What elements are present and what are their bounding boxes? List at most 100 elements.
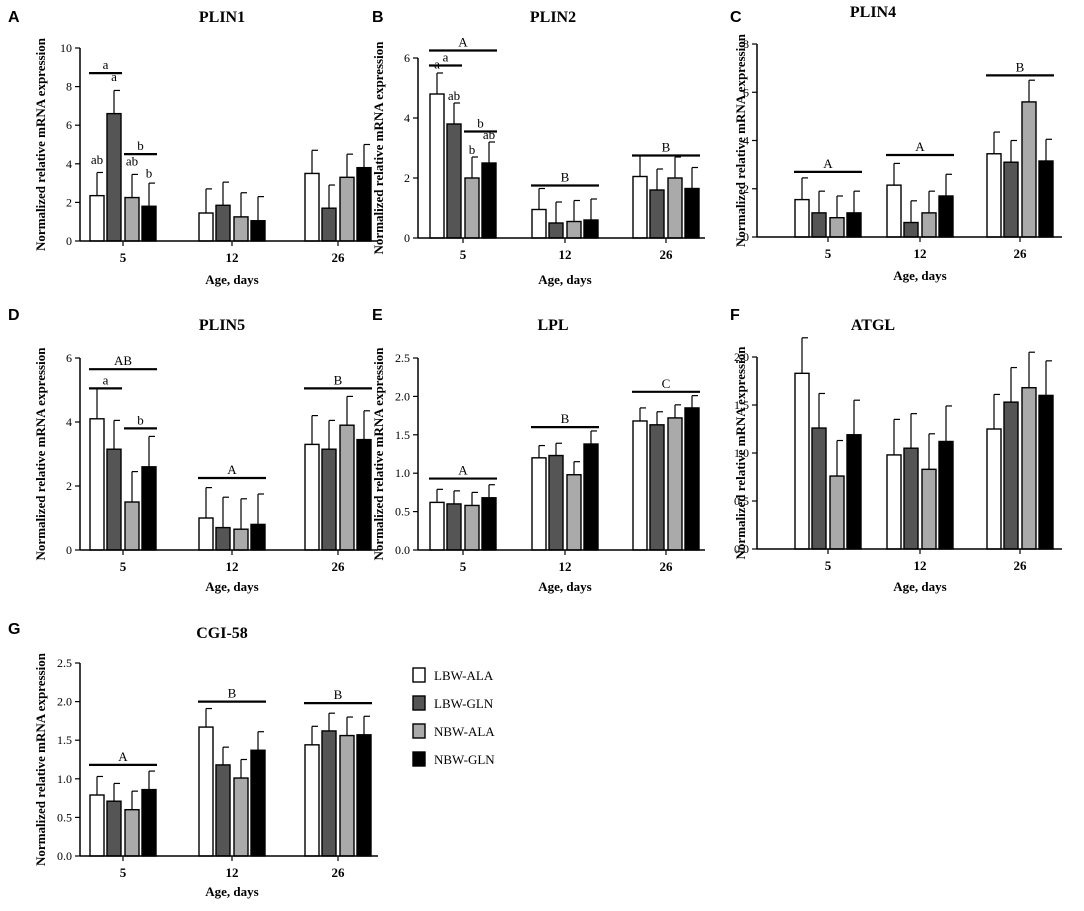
chart-panel-G: G CGI-58 Normalized relative mRNA expressi… [8,621,378,899]
y-tick-label: 0 [66,234,72,248]
bar-nbw-ala [667,417,683,551]
y-tick-label: 6 [404,51,410,65]
bar-nbw-ala [124,196,140,242]
bar-nbw-gln [356,438,372,551]
legend: LBW-ALA LBW-GLN NBW-ALA NBW-GLN [412,667,495,767]
panel-label: C [730,9,742,26]
bar-nbw-gln [141,788,157,857]
bar-nbw-ala [829,475,845,550]
legend-label: LBW-ALA [434,668,494,683]
y-tick-label: 2.0 [57,695,72,709]
bar-lbw-gln [1003,161,1019,238]
x-tick-label: 5 [460,559,467,574]
y-tick-label: 4 [743,134,749,148]
chart-title: LPL [537,317,568,334]
bar-nbw-gln [356,166,372,242]
y-axis-label: Normalized relative mRNA expression [733,346,748,560]
y-tick-label: 4 [66,415,72,429]
y-tick-label: 2 [404,171,410,185]
significance-bracket-label: A [458,35,468,50]
significance-bracket-label: b [477,116,484,131]
bar-nbw-gln [1038,160,1054,238]
x-tick-label: 12 [226,559,239,574]
significance-letter: ab [126,154,138,169]
y-axis-label: Normalized relative mRNA expression [33,652,48,866]
bar-nbw-gln [684,187,700,239]
legend-swatch [412,723,426,739]
bar-lbw-gln [649,424,665,551]
panel-label: F [730,307,740,324]
bar-lbw-gln [215,764,231,857]
y-tick-label: 2.0 [734,350,749,364]
y-tick-label: 2 [743,182,749,196]
bar-lbw-gln [903,447,919,550]
chart-panel-E: E LPL Normalized relative mRNA expression A… [371,307,705,594]
bar-nbw-gln [938,440,954,550]
x-axis-label: Age, days [205,884,258,899]
bar-nbw-ala [921,212,937,238]
y-tick-label: 4 [66,157,72,171]
y-tick-label: 6 [743,85,749,99]
bar-lbw-gln [548,222,564,239]
y-tick-label: 0.5 [57,810,72,824]
bar-nbw-ala [667,177,683,239]
x-tick-label: 5 [460,247,467,262]
bar-lbw-ala [198,517,214,551]
bar-lbw-ala [304,443,320,551]
legend-label: NBW-ALA [434,724,495,739]
bar-nbw-gln [356,734,372,857]
bar-lbw-ala [794,198,810,238]
bar-lbw-ala [198,726,214,857]
x-tick-label: 5 [120,250,127,265]
bar-lbw-ala [632,420,648,551]
chart-title: PLIN5 [199,317,245,334]
significance-bracket-label: B [334,372,343,387]
panel-label: D [8,307,20,324]
bar-lbw-gln [548,454,564,551]
bar-nbw-gln [481,162,497,239]
bar-lbw-gln [811,427,827,550]
y-tick-label: 8 [66,80,72,94]
bar-nbw-ala [1021,101,1037,238]
x-axis-label: Age, days [205,272,258,287]
bar-nbw-gln [938,195,954,238]
significance-bracket-label: A [915,139,925,154]
bar-lbw-gln [106,800,122,857]
y-tick-label: 1.5 [734,398,749,412]
significance-bracket-label: B [228,686,237,701]
bar-lbw-gln [903,221,919,238]
x-tick-label: 5 [825,558,832,573]
bar-lbw-ala [89,794,105,857]
bar-nbw-ala [233,216,249,242]
legend-swatch [412,751,426,767]
significance-bracket-label: B [561,170,570,185]
y-tick-label: 2.5 [57,656,72,670]
bar-lbw-gln [1003,401,1019,550]
significance-letter: ab [483,127,495,142]
bar-lbw-gln [649,189,665,239]
bar-nbw-ala [339,734,355,857]
legend-label: NBW-GLN [434,752,495,767]
bar-nbw-ala [233,777,249,857]
significance-bracket-label: C [662,376,671,391]
x-tick-label: 12 [559,559,572,574]
y-tick-label: 10 [60,41,72,55]
bar-nbw-ala [566,474,582,551]
y-tick-label: 1.5 [57,733,72,747]
y-tick-label: 0.5 [734,494,749,508]
bar-lbw-ala [632,175,648,239]
bar-nbw-gln [141,205,157,242]
bar-lbw-ala [886,454,902,550]
bar-lbw-gln [321,207,337,242]
bar-lbw-ala [531,457,547,551]
y-tick-label: 0 [404,231,410,245]
significance-bracket-label: b [137,412,144,427]
significance-letter: a [434,57,440,72]
bar-nbw-ala [124,808,140,857]
x-tick-label: 12 [226,250,239,265]
x-tick-label: 26 [332,559,346,574]
y-tick-label: 6 [66,351,72,365]
chart-title: PLIN4 [850,4,896,21]
bar-lbw-gln [446,503,462,551]
bar-nbw-gln [583,443,599,551]
